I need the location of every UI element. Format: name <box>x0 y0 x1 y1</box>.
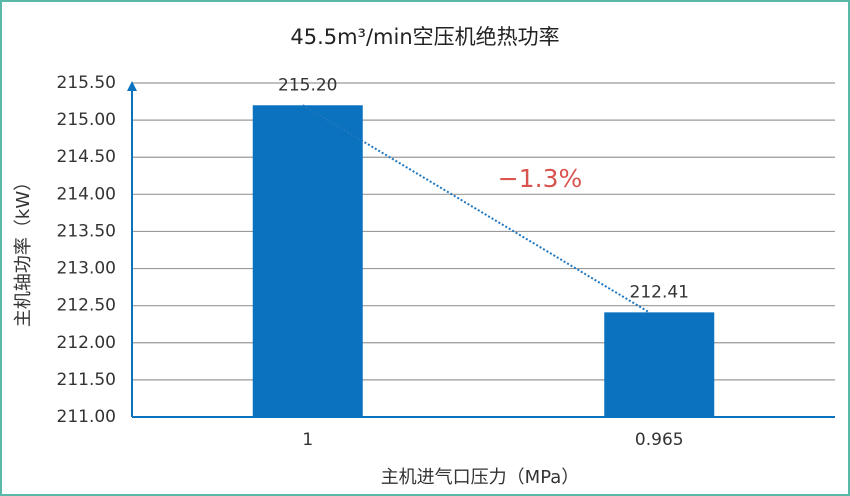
trend-line <box>302 104 650 314</box>
x-axis-title: 主机进气口压力（MPa） <box>381 467 580 488</box>
annotation: −1.3% <box>498 164 582 193</box>
y-tick-label: 215.00 <box>57 110 116 130</box>
chart-title: 45.5m³/min空压机绝热功率 <box>290 25 559 49</box>
bar <box>604 312 715 417</box>
y-tick-label: 212.50 <box>57 296 116 316</box>
y-axis-title: 主机轴功率（kW） <box>13 173 34 327</box>
y-tick-label: 211.00 <box>57 407 116 427</box>
y-tick-label: 214.00 <box>57 184 116 204</box>
y-tick-label: 213.50 <box>57 221 116 241</box>
bar <box>252 105 363 418</box>
y-tick-label: 215.50 <box>57 73 116 93</box>
y-tick-label: 214.50 <box>57 147 116 167</box>
value-label: 215.20 <box>278 75 337 95</box>
y-tick-label: 213.00 <box>57 259 116 279</box>
y-axis-arrow <box>127 81 137 91</box>
value-label: 212.41 <box>630 282 689 302</box>
x-tick-label: 0.965 <box>635 430 684 450</box>
y-tick-label: 211.50 <box>57 370 116 390</box>
y-tick-label: 212.00 <box>57 333 116 353</box>
x-tick-label: 1 <box>302 430 313 450</box>
